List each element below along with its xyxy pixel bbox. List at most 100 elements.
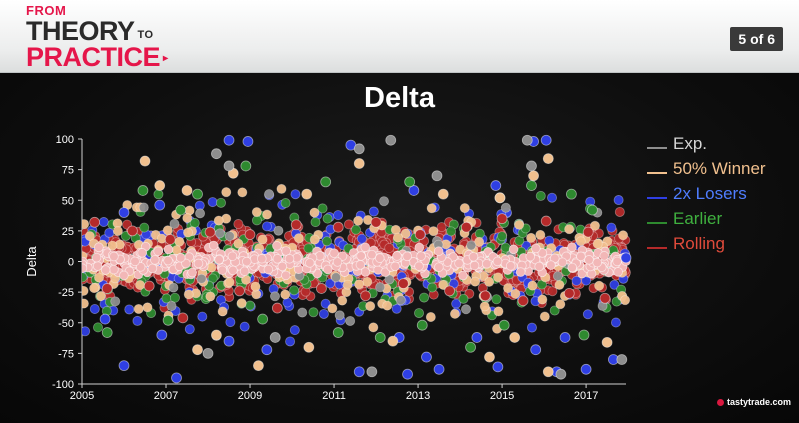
scatter-dot-exp- xyxy=(264,189,275,200)
scatter-dot-50-winner xyxy=(327,303,338,314)
data-point-2x-losers xyxy=(156,329,168,341)
data-point-rolling xyxy=(370,216,382,228)
scatter-dot-50-winner xyxy=(368,322,379,333)
scatter-dot-50-winner xyxy=(213,215,224,226)
scatter-dot-50-winner xyxy=(514,219,525,230)
scatter-dot-2x-losers xyxy=(98,217,109,228)
data-point-2x-losers xyxy=(492,361,504,373)
scatter-dot-50-winner xyxy=(392,232,403,243)
data-point-exp- xyxy=(431,170,443,182)
scatter-dot-50-winner xyxy=(535,229,546,240)
legend-swatch xyxy=(647,147,667,149)
scatter-dot-50-winner xyxy=(554,279,565,290)
scatter-cloud xyxy=(82,134,632,384)
scatter-dot-2x-losers xyxy=(285,336,296,347)
data-point-2x-losers xyxy=(540,134,552,146)
theory-to-practice-logo: FROM THEORY TO PRACTICE ▸ xyxy=(26,4,168,71)
scatter-dot-2x-losers xyxy=(526,322,537,333)
scatter-dot-earlier xyxy=(497,231,508,242)
y-tick-label: 75 xyxy=(62,165,74,177)
y-tick-label: -50 xyxy=(58,318,74,330)
data-point-earlier xyxy=(586,204,598,216)
scatter-dot-earlier xyxy=(414,308,425,319)
data-point-exp- xyxy=(353,143,365,155)
data-point-2x-losers xyxy=(118,360,130,372)
scatter-dot-earlier xyxy=(322,213,333,224)
scatter-dot-50-winner xyxy=(135,280,146,291)
logo-from-text: FROM xyxy=(26,3,67,18)
scatter-dot-50-winner xyxy=(250,281,261,292)
legend-item: Rolling xyxy=(647,231,766,256)
scatter-dot-50-winner xyxy=(237,187,248,198)
scatter-dot-50-winner xyxy=(309,234,320,245)
scatter-core-dot xyxy=(613,267,623,277)
scatter-dot-2x-losers xyxy=(124,304,135,315)
legend-item: 50% Winner xyxy=(647,156,766,181)
scatter-dot-exp- xyxy=(214,228,225,239)
scatter-core-dot xyxy=(557,257,568,268)
scatter-core-dot xyxy=(454,258,464,269)
scatter-dot-50-winner xyxy=(95,291,106,302)
data-point-50-winner xyxy=(601,336,613,348)
data-point-earlier xyxy=(332,327,344,338)
scatter-dot-exp- xyxy=(384,274,395,285)
y-tick-label: 50 xyxy=(62,195,74,207)
scatter-dot-exp- xyxy=(466,240,477,251)
scatter-dot-2x-losers xyxy=(318,308,329,319)
scatter-dot-50-winner xyxy=(353,215,364,226)
scatter-core-dot xyxy=(402,251,412,262)
scatter-core-dot xyxy=(599,251,610,261)
scatter-core-dot xyxy=(481,259,492,269)
scatter-core-dot xyxy=(390,261,400,272)
scatter-dot-earlier xyxy=(317,203,328,214)
scatter-dot-2x-losers xyxy=(320,298,331,309)
y-tick-label: -25 xyxy=(58,287,74,299)
scatter-dot-50-winner xyxy=(233,238,244,249)
scatter-dot-50-winner xyxy=(84,231,95,242)
scatter-dot-exp- xyxy=(224,231,235,242)
scatter-core-dot xyxy=(130,256,140,267)
scatter-core-dot xyxy=(332,257,343,267)
y-tick-label: 100 xyxy=(56,134,74,146)
scatter-dot-exp- xyxy=(375,282,386,293)
scatter-core-dot xyxy=(217,265,228,276)
scatter-core-dot xyxy=(525,251,536,262)
scatter-core-dot xyxy=(433,246,444,257)
scatter-core-dot xyxy=(257,253,267,264)
data-point-rolling xyxy=(89,216,101,228)
scatter-dot-earlier xyxy=(139,222,150,233)
scatter-dot-50-winner xyxy=(400,228,411,239)
scatter-core-dot xyxy=(434,262,444,272)
data-point-exp- xyxy=(521,134,533,146)
data-point-exp- xyxy=(202,347,214,359)
top-banner: FROM THEORY TO PRACTICE ▸ 5 of 6 xyxy=(0,0,799,73)
scatter-dot-earlier xyxy=(215,197,226,208)
data-point-50-winner xyxy=(509,332,521,343)
scatter-core-dot xyxy=(492,256,503,267)
scatter-dot-50-winner xyxy=(142,302,153,313)
scatter-dot-50-winner xyxy=(224,277,235,288)
scatter-dot-rolling xyxy=(233,219,244,230)
data-point-2x-losers xyxy=(118,207,130,218)
scatter-dot-50-winner xyxy=(479,301,490,312)
data-point-50-winner xyxy=(387,335,399,347)
scatter-dot-50-winner xyxy=(262,209,273,220)
scatter-dot-50-winner xyxy=(94,272,105,283)
scatter-dot-2x-losers xyxy=(547,192,558,203)
data-point-earlier xyxy=(162,314,174,326)
scatter-dot-50-winner xyxy=(365,301,376,312)
scatter-core-dot xyxy=(505,261,516,271)
scatter-dot-2x-losers xyxy=(82,326,91,337)
scatter-dot-50-winner xyxy=(555,299,566,310)
x-tick-label: 2011 xyxy=(322,390,346,402)
data-point-rolling xyxy=(397,278,409,289)
scatter-dot-earlier xyxy=(350,224,361,235)
data-point-rolling xyxy=(460,221,472,233)
data-point-rolling xyxy=(332,221,344,233)
legend-swatch xyxy=(647,172,667,174)
legend-label: 2x Losers xyxy=(673,184,747,203)
scatter-core-dot xyxy=(537,248,548,258)
legend-swatch xyxy=(647,197,667,199)
data-point-rolling xyxy=(244,229,256,240)
scatter-dot-50-winner xyxy=(251,207,262,218)
